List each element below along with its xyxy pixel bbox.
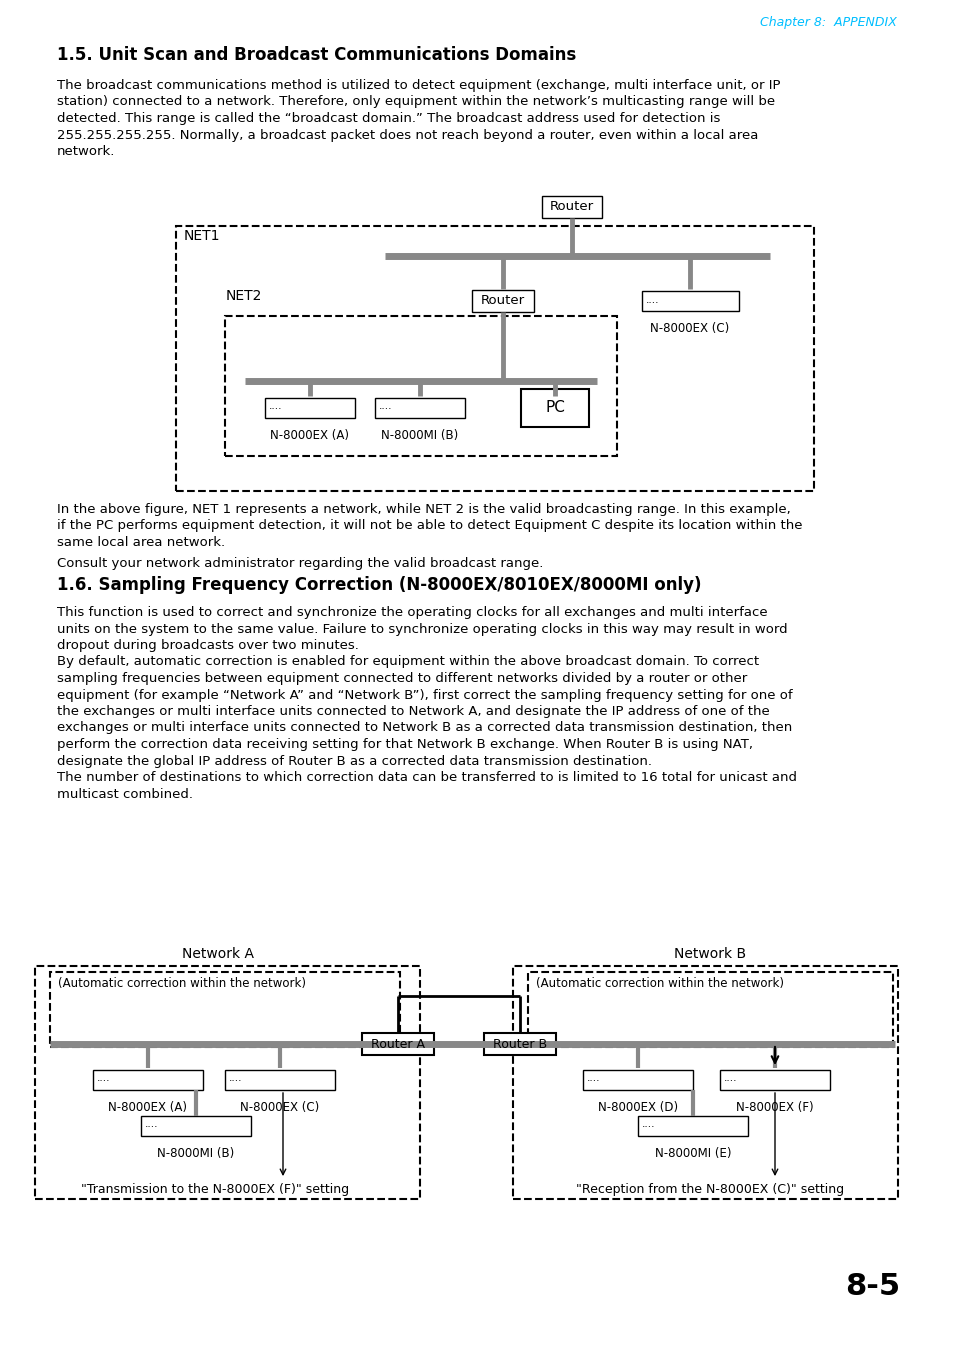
Text: (Automatic correction within the network): (Automatic correction within the network… [536, 977, 783, 990]
Text: 255.255.255.255. Normally, a broadcast packet does not reach beyond a router, ev: 255.255.255.255. Normally, a broadcast p… [57, 128, 758, 142]
Text: exchanges or multi interface units connected to Network B as a corrected data tr: exchanges or multi interface units conne… [57, 721, 791, 735]
Text: ....: .... [723, 1073, 737, 1084]
Text: designate the global IP address of Router B as a corrected data transmission des: designate the global IP address of Route… [57, 754, 651, 767]
Bar [472, 290, 534, 312]
Text: N-8000EX (C): N-8000EX (C) [650, 322, 729, 335]
Bar [513, 966, 897, 1198]
Text: (Automatic correction within the network): (Automatic correction within the network… [58, 977, 306, 990]
Bar [225, 1070, 335, 1090]
Text: ....: .... [97, 1073, 111, 1084]
Bar [582, 1070, 692, 1090]
Text: N-8000MI (B): N-8000MI (B) [157, 1147, 234, 1161]
Text: ....: .... [269, 401, 282, 411]
Text: 8-5: 8-5 [844, 1273, 899, 1301]
Bar [520, 389, 588, 427]
Bar [541, 196, 601, 218]
Bar [35, 966, 419, 1198]
Text: The number of destinations to which correction data can be transferred to is lim: The number of destinations to which corr… [57, 771, 796, 784]
Bar [175, 226, 813, 490]
Text: perform the correction data receiving setting for that Network B exchange. When : perform the correction data receiving se… [57, 738, 752, 751]
Text: the exchanges or multi interface units connected to Network A, and designate the: the exchanges or multi interface units c… [57, 705, 769, 717]
Text: Router: Router [480, 295, 524, 308]
Text: NET1: NET1 [184, 230, 220, 243]
Text: Router: Router [549, 200, 594, 213]
Text: "Reception from the N-8000EX (C)" setting: "Reception from the N-8000EX (C)" settin… [576, 1183, 843, 1196]
Text: station) connected to a network. Therefore, only equipment within the network’s : station) connected to a network. Therefo… [57, 96, 774, 108]
Text: ....: .... [378, 401, 392, 411]
Text: 1.5. Unit Scan and Broadcast Communications Domains: 1.5. Unit Scan and Broadcast Communicati… [57, 46, 576, 63]
Text: if the PC performs equipment detection, it will not be able to detect Equipment : if the PC performs equipment detection, … [57, 520, 801, 532]
Text: 1.6. Sampling Frequency Correction (N-8000EX/8010EX/8000MI only): 1.6. Sampling Frequency Correction (N-80… [57, 576, 700, 594]
Text: detected. This range is called the “broadcast domain.” The broadcast address use: detected. This range is called the “broa… [57, 112, 720, 126]
Bar [483, 1034, 556, 1055]
Text: N-8000EX (A): N-8000EX (A) [271, 430, 349, 442]
Text: ....: .... [586, 1073, 599, 1084]
Text: multicast combined.: multicast combined. [57, 788, 193, 801]
Text: N-8000MI (B): N-8000MI (B) [381, 430, 458, 442]
Text: N-8000EX (A): N-8000EX (A) [109, 1101, 188, 1115]
Text: ....: .... [641, 1119, 655, 1129]
Text: N-8000EX (C): N-8000EX (C) [240, 1101, 319, 1115]
Text: Router B: Router B [493, 1038, 546, 1051]
Text: By default, automatic correction is enabled for equipment within the above broad: By default, automatic correction is enab… [57, 655, 759, 669]
Bar [265, 399, 355, 417]
Text: same local area network.: same local area network. [57, 536, 225, 549]
Text: In the above figure, NET 1 represents a network, while NET 2 is the valid broadc: In the above figure, NET 1 represents a … [57, 503, 790, 516]
Text: equipment (for example “Network A” and “Network B”), first correct the sampling : equipment (for example “Network A” and “… [57, 689, 792, 701]
Text: ....: .... [229, 1073, 242, 1084]
Text: N-8000MI (E): N-8000MI (E) [654, 1147, 731, 1161]
Text: units on the system to the same value. Failure to synchronize operating clocks i: units on the system to the same value. F… [57, 623, 787, 635]
Bar [720, 1070, 829, 1090]
Bar [641, 290, 739, 311]
Text: PC: PC [544, 400, 564, 416]
Bar [638, 1116, 747, 1136]
Bar [141, 1116, 251, 1136]
Text: ....: .... [645, 295, 659, 305]
Bar [50, 971, 399, 1047]
Text: dropout during broadcasts over two minutes.: dropout during broadcasts over two minut… [57, 639, 358, 653]
Text: sampling frequencies between equipment connected to different networks divided b: sampling frequencies between equipment c… [57, 671, 746, 685]
Bar [361, 1034, 434, 1055]
Text: Network B: Network B [673, 947, 745, 961]
Bar [92, 1070, 203, 1090]
Text: network.: network. [57, 145, 115, 158]
Text: N-8000EX (F): N-8000EX (F) [736, 1101, 813, 1115]
Text: This function is used to correct and synchronize the operating clocks for all ex: This function is used to correct and syn… [57, 607, 767, 619]
Text: ....: .... [145, 1119, 158, 1129]
Bar [225, 316, 617, 457]
Text: Router A: Router A [371, 1038, 424, 1051]
Bar [527, 971, 892, 1047]
Bar [375, 399, 464, 417]
Text: NET2: NET2 [226, 289, 262, 303]
Text: Network A: Network A [182, 947, 253, 961]
Text: "Transmission to the N-8000EX (F)" setting: "Transmission to the N-8000EX (F)" setti… [81, 1183, 349, 1196]
Text: Chapter 8:  APPENDIX: Chapter 8: APPENDIX [760, 16, 896, 28]
Text: Consult your network administrator regarding the valid broadcast range.: Consult your network administrator regar… [57, 558, 543, 570]
Text: N-8000EX (D): N-8000EX (D) [598, 1101, 678, 1115]
Text: The broadcast communications method is utilized to detect equipment (exchange, m: The broadcast communications method is u… [57, 78, 780, 92]
